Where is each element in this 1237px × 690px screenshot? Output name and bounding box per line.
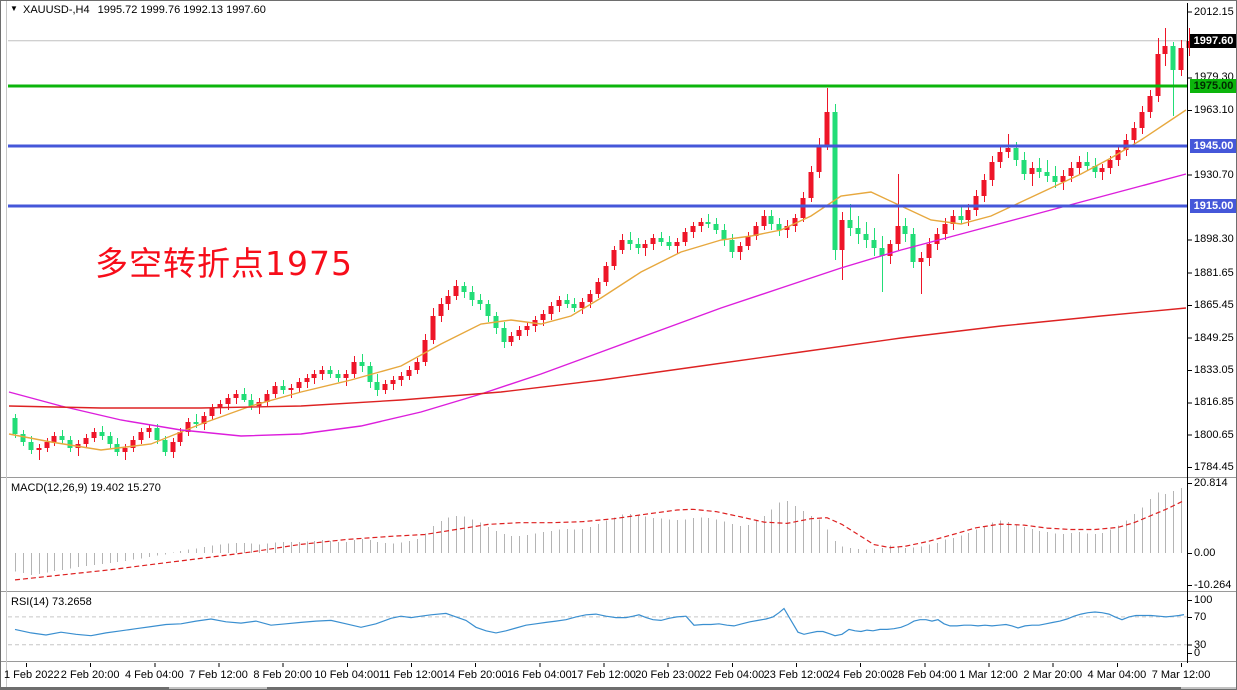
rsi-tick-label: 0	[1194, 647, 1201, 659]
ma-slow-red	[8, 307, 1187, 409]
ma-fast-orange	[8, 109, 1187, 451]
rsi-tick-label: 30	[1194, 638, 1207, 651]
time-tick-label: 2 Mar 20:00	[1023, 669, 1083, 681]
macd-indicator-label: MACD(12,26,9) 19.402 15.270	[11, 482, 161, 494]
chart-dropdown-icon[interactable]: ▼	[10, 4, 18, 13]
window-left-frame	[6, 1, 7, 687]
time-tick-label: 17 Feb 12:00	[571, 669, 636, 681]
bottom-scrollbar-end	[1181, 687, 1236, 689]
time-tick-label: 24 Feb 20:00	[827, 669, 893, 681]
symbol-period-label: XAUUSD-,H4	[23, 4, 90, 16]
bottom-scrollbar-thumb[interactable]	[169, 687, 267, 689]
time-tick-label: 4 Mar 04:00	[1087, 669, 1147, 681]
time-tick-label: 7 Mar 12:00	[1151, 669, 1211, 681]
time-tick-label: 1 Mar 12:00	[959, 669, 1018, 681]
macd-tick-label: 0.00	[1194, 547, 1216, 559]
macd-tick-label: 20.814	[1194, 477, 1228, 489]
price-badge: 1945.00	[1190, 139, 1236, 153]
price-badge: 1997.60	[1190, 33, 1236, 48]
price-tick-label: 1865.45	[1194, 299, 1234, 312]
time-tick-label: 14 Feb 20:00	[442, 669, 508, 681]
price-tick-label: 2012.15	[1194, 5, 1234, 18]
price-tick-label: 1816.85	[1194, 396, 1234, 409]
time-tick-label: 8 Feb 20:00	[253, 669, 313, 681]
price-tick-label: 1963.10	[1194, 103, 1234, 116]
time-tick-label: 23 Feb 12:00	[763, 669, 829, 681]
price-tick-label: 1881.65	[1194, 266, 1234, 279]
macd-signal-line	[14, 501, 1183, 581]
price-tick-label: 1898.30	[1194, 233, 1234, 246]
ma-mid-magenta	[8, 173, 1187, 437]
price-tick-label: 1800.65	[1194, 428, 1234, 441]
time-tick-label: 28 Feb 04:00	[891, 669, 957, 681]
time-tick-label: 20 Feb 23:00	[635, 669, 701, 681]
annotation-text[interactable]: 多空转折点1975	[95, 244, 353, 283]
chart-title: XAUUSD-,H4 1995.72 1999.76 1992.13 1997.6…	[23, 4, 266, 16]
rsi-tick-label: 70	[1194, 610, 1207, 623]
time-tick-label: 22 Feb 04:00	[699, 669, 765, 681]
price-badge: 1915.00	[1190, 199, 1236, 213]
price-tick-label: 1784.45	[1194, 461, 1234, 474]
bottom-scrollbar[interactable]	[267, 687, 1181, 689]
macd-tick-label: -10.264	[1194, 579, 1232, 591]
rsi-indicator-label: RSI(14) 73.2658	[11, 596, 92, 608]
bottom-scrollbar[interactable]	[1, 687, 169, 689]
rsi-line	[14, 607, 1185, 637]
macd-histogram	[15, 487, 1182, 575]
time-tick-label: 1 Feb 2022	[4, 669, 60, 681]
price-badge: 1975.00	[1190, 79, 1236, 93]
time-tick-label: 7 Feb 12:00	[189, 669, 248, 681]
time-tick-label: 2 Feb 20:00	[60, 669, 120, 681]
price-tick-label: 1833.05	[1194, 363, 1234, 376]
time-tick-label: 11 Feb 12:00	[379, 669, 444, 681]
price-tick-label: 1930.70	[1194, 168, 1234, 181]
ohlc-values-label: 1995.72 1999.76 1992.13 1997.60	[97, 4, 266, 16]
price-tick-label: 1849.25	[1194, 331, 1234, 344]
rsi-tick-label: 100	[1194, 594, 1213, 606]
time-tick-label: 10 Feb 04:00	[314, 669, 380, 681]
time-tick-label: 4 Feb 04:00	[124, 669, 184, 681]
time-tick-label: 16 Feb 04:00	[506, 669, 572, 681]
